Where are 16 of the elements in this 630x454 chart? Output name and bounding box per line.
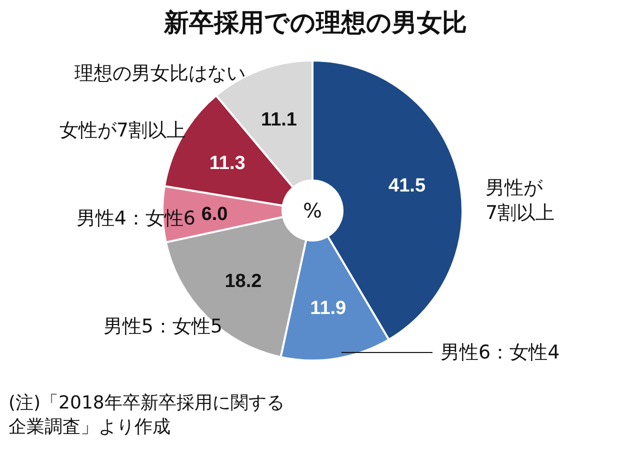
text: 企業調査」より作成 bbox=[8, 416, 170, 438]
slice-label: 男性が 7割以上 bbox=[486, 176, 555, 224]
data-label: 6.0 bbox=[201, 204, 228, 225]
text: % bbox=[303, 198, 322, 222]
slice-label: 女性が7割以上 bbox=[59, 120, 186, 142]
data-label: 11.1 bbox=[261, 109, 298, 130]
slice-label: 理想の男女比はない bbox=[74, 62, 246, 84]
slice-label: 男性5：女性5 bbox=[103, 316, 223, 338]
data-label: 11.9 bbox=[310, 298, 346, 320]
slice-label: 男性4：女性6 bbox=[76, 208, 196, 230]
data-label: 41.5 bbox=[388, 176, 426, 197]
text: (注)「2018年卒新卒採用に関する bbox=[8, 392, 284, 414]
slice-label: 男性6：女性4 bbox=[440, 342, 560, 364]
chart-title: 新卒採用での理想の男女比 bbox=[163, 8, 467, 37]
data-label: 11.3 bbox=[209, 152, 246, 174]
data-label: 18.2 bbox=[224, 270, 262, 292]
